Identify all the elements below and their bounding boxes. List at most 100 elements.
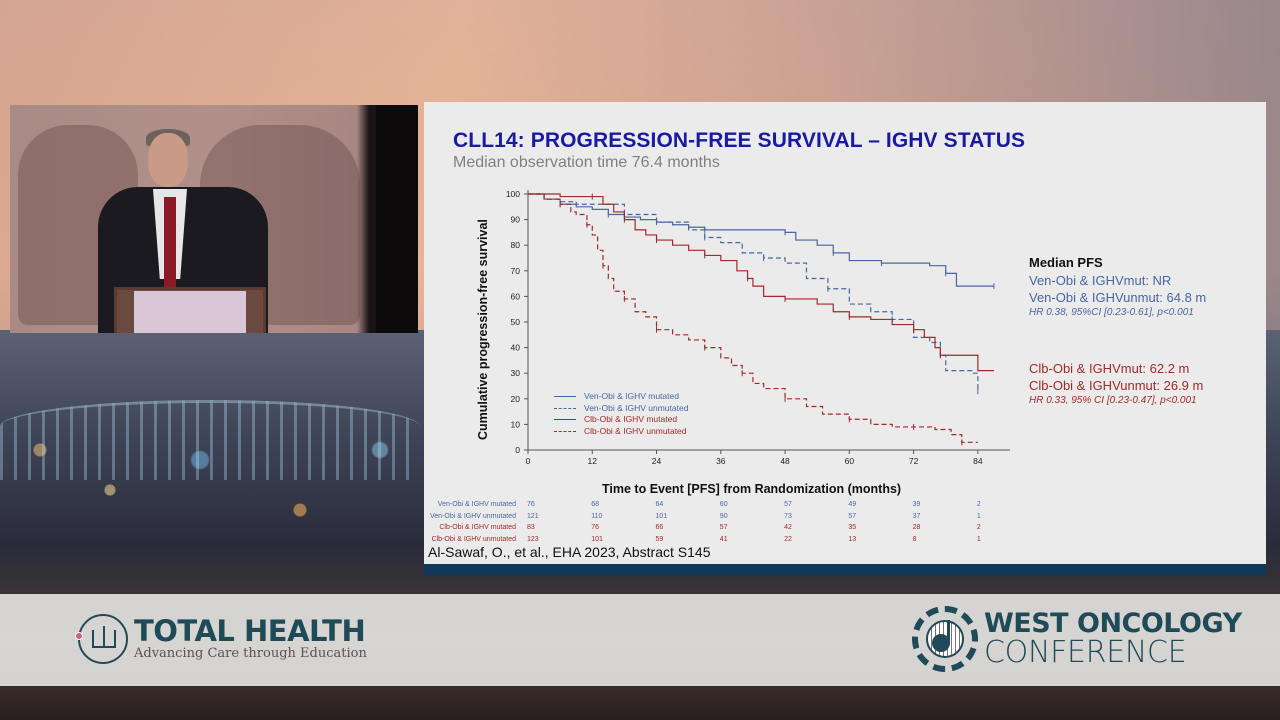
speaker-tie bbox=[164, 197, 176, 287]
legend-item: Clb-Obi & IGHV mutated bbox=[554, 414, 688, 426]
risk-value: 101 bbox=[655, 512, 668, 520]
risk-value: 60 bbox=[719, 501, 728, 508]
total-health-title: TOTAL HEALTH bbox=[134, 614, 366, 648]
x-tick-label: 48 bbox=[780, 456, 790, 466]
median-clb-mut: Clb-Obi & IGHVmut: 62.2 m bbox=[1029, 361, 1190, 376]
median-pfs-heading: Median PFS bbox=[1029, 255, 1103, 270]
y-tick-label: 80 bbox=[511, 240, 521, 250]
legend-label: Ven-Obi & IGHV unmutated bbox=[584, 402, 689, 413]
risk-value: 68 bbox=[591, 501, 600, 508]
risk-row-label: Ven-Obi & IGHV mutated bbox=[437, 501, 516, 508]
total-health-logo: TOTAL HEALTH Advancing Care through Educ… bbox=[75, 614, 367, 664]
legend-item: Clb-Obi & IGHV unmutated bbox=[554, 426, 688, 438]
risk-value: 2 bbox=[976, 501, 981, 508]
x-tick-label: 60 bbox=[845, 456, 855, 466]
risk-value: 37 bbox=[912, 512, 921, 520]
ven-hazard-ratio: HR 0.38, 95%CI [0.23-0.61], p<0.001 bbox=[1029, 307, 1194, 318]
y-tick-label: 50 bbox=[511, 317, 521, 327]
clb-hazard-ratio: HR 0.33, 95% CI [0.23-0.47], p<0.001 bbox=[1029, 395, 1197, 406]
risk-value: 59 bbox=[655, 535, 664, 543]
risk-value: 73 bbox=[784, 512, 792, 520]
slide-subtitle: Median observation time 76.4 months bbox=[453, 154, 720, 171]
risk-value: 28 bbox=[912, 524, 921, 531]
risk-value: 110 bbox=[591, 512, 603, 520]
west-oncology-subtitle: CONFERENCE bbox=[984, 635, 1187, 670]
risk-value: 121 bbox=[527, 512, 539, 520]
legend-line-icon bbox=[554, 430, 576, 432]
median-clb-unmut: Clb-Obi & IGHVunmut: 26.9 m bbox=[1029, 378, 1204, 393]
risk-value: 2 bbox=[976, 524, 981, 531]
music-note-icon bbox=[912, 606, 978, 672]
risk-row-label: Clb-Obi & IGHV unmutated bbox=[431, 535, 516, 543]
legend-item: Ven-Obi & IGHV mutated bbox=[554, 391, 688, 403]
risk-table-row: Ven-Obi & IGHV unmutated 121 110 101 90 73 57 3… bbox=[424, 513, 1266, 524]
risk-row-label: Clb-Obi & IGHV mutated bbox=[439, 524, 516, 531]
x-tick-label: 12 bbox=[588, 456, 598, 466]
risk-value: 1 bbox=[976, 535, 981, 543]
legend-label: Ven-Obi & IGHV mutated bbox=[584, 391, 679, 401]
risk-value: 57 bbox=[848, 512, 857, 520]
median-pfs-panel: Median PFS Ven-Obi & IGHVmut: NR Ven-Obi… bbox=[1029, 255, 1206, 408]
legend-label: Clb-Obi & IGHV unmutated bbox=[584, 425, 687, 436]
risk-value: 76 bbox=[527, 501, 535, 508]
book-icon bbox=[75, 614, 128, 664]
risk-value: 41 bbox=[719, 535, 728, 543]
risk-value: 42 bbox=[784, 524, 792, 531]
y-tick-label: 100 bbox=[506, 189, 520, 199]
risk-value: 83 bbox=[527, 524, 535, 531]
y-tick-label: 70 bbox=[511, 266, 521, 276]
x-tick-label: 0 bbox=[526, 456, 531, 466]
background-bridge bbox=[0, 400, 420, 480]
podium-screen bbox=[134, 291, 246, 333]
chart-legend: Ven-Obi & IGHV mutated Ven-Obi & IGHV unm… bbox=[554, 391, 688, 437]
risk-value: 66 bbox=[655, 524, 664, 531]
risk-row-label: Ven-Obi & IGHV unmutated bbox=[430, 512, 516, 520]
risk-value: 1 bbox=[976, 512, 981, 520]
risk-table-row: Clb-Obi & IGHV unmutated 123 101 59 41 22 13 8 1 bbox=[424, 536, 1266, 547]
km-curve bbox=[528, 193, 994, 287]
km-curve bbox=[528, 193, 979, 392]
x-axis-label: Time to Event [PFS] from Randomization (… bbox=[602, 482, 902, 496]
risk-value: 76 bbox=[591, 524, 600, 531]
legend-line-icon bbox=[554, 407, 576, 409]
risk-value: 8 bbox=[912, 535, 917, 543]
curtain bbox=[376, 105, 418, 333]
west-oncology-logo: WEST ONCOLOGY CONFERENCE bbox=[912, 606, 1242, 672]
risk-value: 90 bbox=[719, 512, 728, 520]
x-tick-label: 72 bbox=[909, 456, 919, 466]
legend-item: Ven-Obi & IGHV unmutated bbox=[554, 403, 688, 415]
x-tick-label: 84 bbox=[973, 456, 983, 466]
slide-title: CLL14: PROGRESSION-FREE SURVIVAL – IGHV … bbox=[453, 129, 1026, 152]
risk-table-row: Clb-Obi & IGHV mutated 83 76 66 57 42 35 28 2 bbox=[424, 524, 1266, 535]
x-tick-label: 36 bbox=[716, 456, 726, 466]
y-axis-label: Cumulative progression-free survival bbox=[476, 219, 490, 440]
risk-value: 49 bbox=[848, 501, 857, 508]
legend-label: Clb-Obi & IGHV mutated bbox=[584, 414, 678, 424]
km-chart: 0 10 20 30 40 50 60 70 80 90 100 0 12 24 36 48 60 72 84 bbox=[506, 189, 1010, 466]
legend-line-icon bbox=[554, 419, 576, 421]
y-tick-label: 20 bbox=[511, 394, 521, 404]
km-curve bbox=[528, 193, 978, 443]
west-oncology-title: WEST ONCOLOGY bbox=[984, 608, 1242, 639]
km-curve bbox=[528, 193, 994, 372]
risk-value: 101 bbox=[591, 535, 603, 543]
risk-value: 123 bbox=[527, 535, 539, 543]
y-tick-label: 90 bbox=[511, 215, 521, 225]
risk-value: 39 bbox=[912, 501, 921, 508]
risk-value: 35 bbox=[848, 524, 857, 531]
risk-value: 22 bbox=[784, 535, 792, 543]
y-tick-label: 60 bbox=[511, 291, 521, 301]
risk-value: 57 bbox=[784, 501, 792, 508]
x-tick-label: 24 bbox=[652, 456, 662, 466]
footer-band: TOTAL HEALTH Advancing Care through Educ… bbox=[0, 594, 1280, 686]
risk-value: 57 bbox=[719, 524, 728, 531]
speaker-head bbox=[148, 133, 188, 187]
risk-value: 13 bbox=[848, 535, 857, 543]
y-tick-label: 30 bbox=[511, 368, 521, 378]
speaker-video bbox=[10, 105, 418, 333]
y-tick-label: 40 bbox=[511, 343, 521, 353]
citation: Al-Sawaf, O., et al., EHA 2023, Abstract… bbox=[428, 544, 711, 560]
median-ven-unmut: Ven-Obi & IGHVunmut: 64.8 m bbox=[1029, 290, 1207, 305]
slide-footer-bar bbox=[424, 564, 1266, 575]
presentation-slide: CLL14: PROGRESSION-FREE SURVIVAL – IGHV … bbox=[424, 102, 1266, 574]
